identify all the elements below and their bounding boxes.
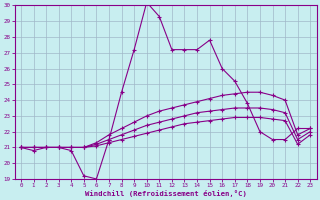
X-axis label: Windchill (Refroidissement éolien,°C): Windchill (Refroidissement éolien,°C) bbox=[85, 190, 246, 197]
